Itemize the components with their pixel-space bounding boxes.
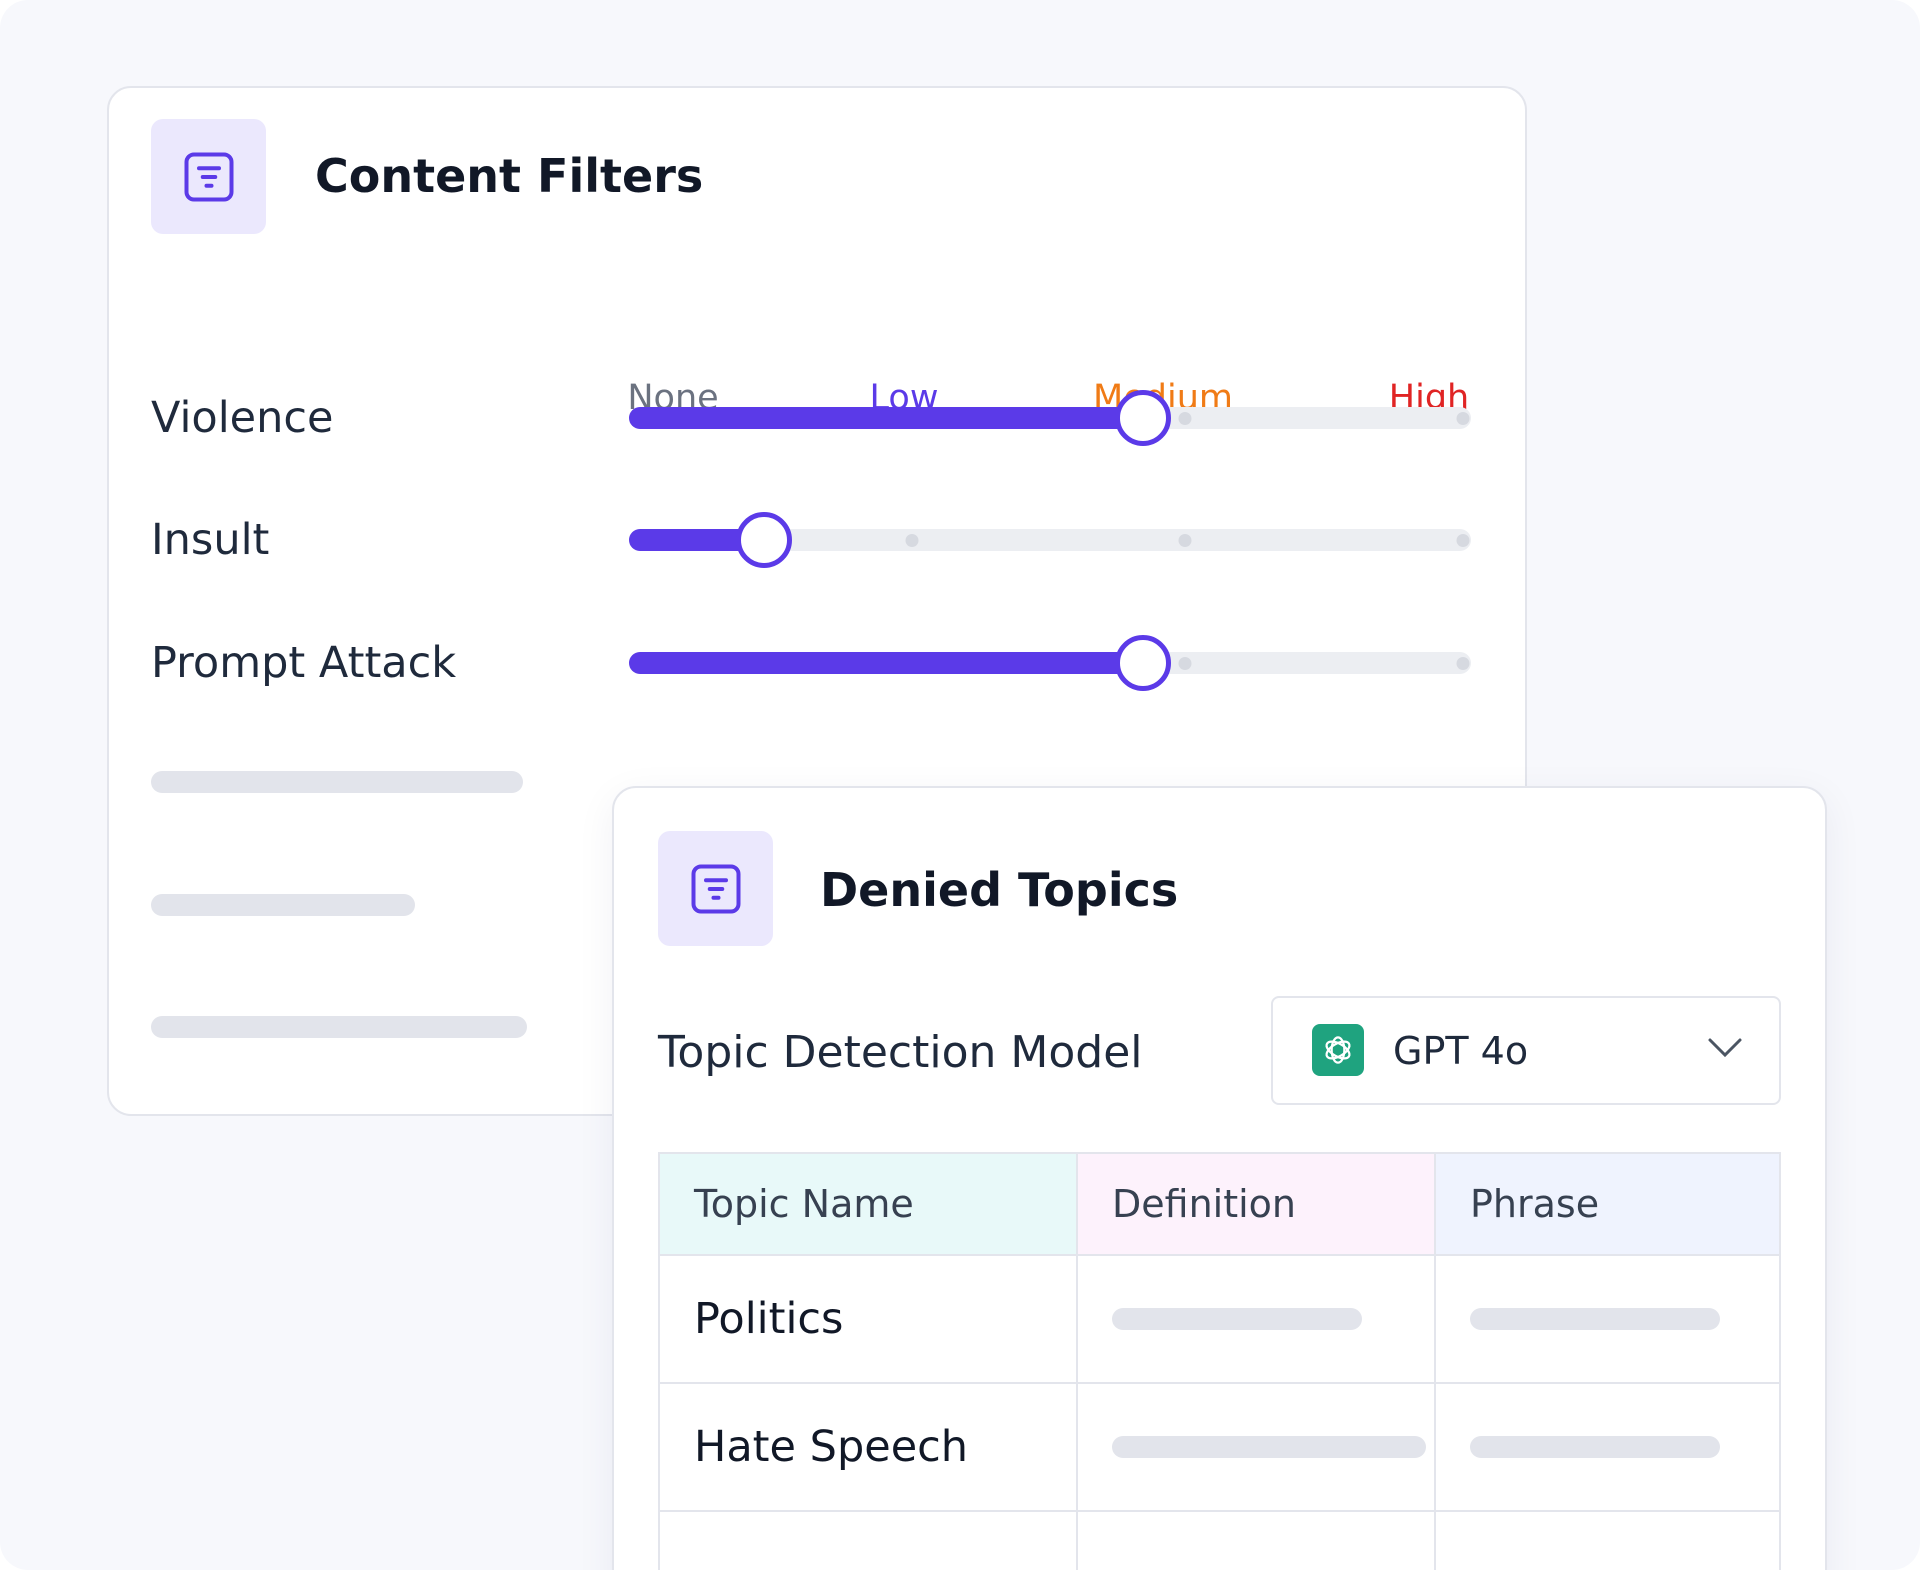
slider-fill (629, 407, 1143, 429)
slider-step-dot (1456, 657, 1470, 670)
phrase-cell (1434, 1382, 1781, 1512)
placeholder-line (151, 1016, 527, 1038)
placeholder-line (151, 894, 415, 916)
topic-name-cell (658, 1510, 1078, 1570)
denied-topics-title: Denied Topics (820, 863, 1179, 917)
table-row[interactable] (658, 1510, 1781, 1570)
definition-cell (1076, 1382, 1436, 1512)
slider-thumb[interactable] (735, 512, 792, 568)
slider-step-dot (1178, 412, 1192, 425)
model-select-dropdown[interactable]: GPT 4o (1271, 996, 1781, 1105)
definition-cell (1076, 1510, 1436, 1570)
slider-thumb[interactable] (1114, 635, 1171, 691)
filter-list-icon (151, 119, 266, 234)
openai-icon (1312, 1024, 1364, 1076)
filter-label-insult: Insult (151, 515, 270, 565)
definition-cell (1076, 1254, 1436, 1384)
column-header-definition: Definition (1076, 1152, 1436, 1256)
slider-thumb[interactable] (1114, 390, 1171, 446)
topic-detection-model-label: Topic Detection Model (658, 1027, 1143, 1078)
slider-step-dot (1456, 534, 1470, 547)
slider-step-dot (1456, 412, 1470, 425)
placeholder-line (151, 771, 523, 793)
chevron-down-icon (1708, 1038, 1742, 1058)
phrase-cell (1434, 1510, 1781, 1570)
column-header-phrase: Phrase (1434, 1152, 1781, 1256)
slider-step-dot (905, 534, 919, 547)
model-select-value: GPT 4o (1393, 1029, 1529, 1073)
slider-insult[interactable] (629, 512, 1471, 568)
content-filters-title: Content Filters (315, 149, 704, 203)
topic-name-cell: Politics (658, 1254, 1078, 1384)
denied-topics-table: Topic Name Definition Phrase Politics Ha… (658, 1152, 1781, 1570)
slider-step-dot (1178, 657, 1192, 670)
slider-step-dot (1178, 534, 1192, 547)
slider-fill (629, 529, 764, 551)
filter-list-icon (658, 831, 773, 946)
slider-fill (629, 652, 1143, 674)
slider-prompt-attack[interactable] (629, 635, 1471, 691)
filter-label-violence: Violence (151, 393, 334, 443)
filter-label-prompt-attack: Prompt Attack (151, 638, 457, 688)
topic-name-cell: Hate Speech (658, 1382, 1078, 1512)
table-row[interactable]: Hate Speech (658, 1382, 1781, 1512)
denied-topics-card: Denied Topics Topic Detection Model GPT … (612, 786, 1827, 1570)
table-row[interactable]: Politics (658, 1254, 1781, 1384)
slider-violence[interactable] (629, 390, 1471, 446)
column-header-topic-name: Topic Name (658, 1152, 1078, 1256)
phrase-cell (1434, 1254, 1781, 1384)
